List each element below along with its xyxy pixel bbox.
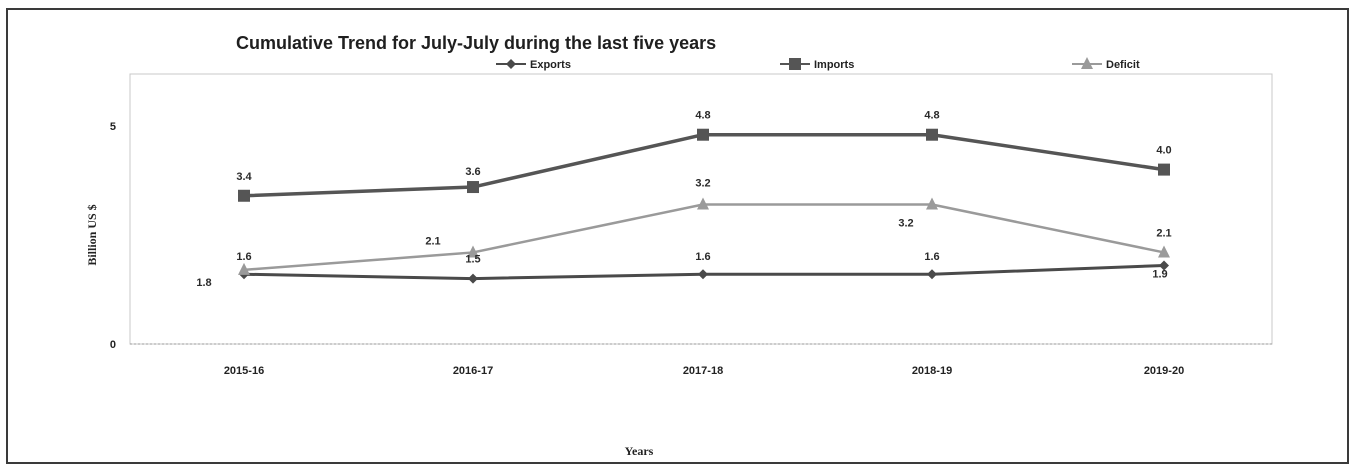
data-label-exports: 1.6	[695, 251, 710, 263]
data-label-exports: 1.5	[465, 254, 480, 266]
data-label-deficit: 3.2	[695, 177, 710, 189]
point-deficit	[467, 245, 479, 258]
chart-title: Cumulative Trend for July-July during th…	[236, 33, 716, 53]
legend-label-imports: Imports	[814, 59, 854, 71]
plot-area	[129, 73, 1273, 345]
data-label-deficit: 2.1	[425, 235, 440, 247]
y-tick-label: 5	[110, 121, 116, 133]
data-label-deficit: 1.6	[236, 251, 251, 263]
point-imports	[697, 128, 709, 141]
point-imports	[1158, 163, 1170, 176]
x-tick-label: 2017-18	[683, 365, 723, 377]
point-exports	[468, 273, 478, 284]
data-label-exports: 1.6	[924, 251, 939, 263]
point-deficit	[238, 262, 250, 275]
point-deficit	[1158, 245, 1170, 258]
data-label-imports: 3.4	[236, 171, 252, 183]
point-imports	[467, 181, 479, 194]
point-imports	[238, 189, 250, 202]
data-label-deficit: 2.1	[1156, 227, 1171, 239]
point-deficit	[926, 197, 938, 210]
legend-marker-exports	[506, 59, 516, 69]
point-exports	[698, 269, 708, 280]
x-tick-label: 2016-17	[453, 365, 493, 377]
x-tick-label: 2018-19	[912, 365, 952, 377]
x-axis-label: Years	[625, 444, 654, 458]
data-label-exports: 1.8	[196, 277, 211, 289]
y-tick-label: 0	[110, 339, 116, 351]
y-axis-label: Billion US $	[85, 204, 99, 265]
data-label-deficit: 3.2	[898, 217, 913, 229]
data-labels: 1.8 1.5 1.6 1.6 1.9 3.4 3.6 4.8 4.8 4.0 1.6 2.1 3.2 3…	[196, 110, 1171, 290]
data-label-imports: 4.8	[924, 110, 939, 122]
data-label-imports: 4.8	[695, 110, 710, 122]
legend-item-deficit: Deficit	[1072, 57, 1140, 71]
x-tick-label: 2015-16	[224, 365, 264, 377]
x-axis: 2015-16 2016-17 2017-18 2018-19 2019-20	[224, 365, 1184, 377]
point-exports	[1159, 260, 1169, 271]
point-exports	[927, 269, 937, 280]
legend-marker-deficit	[1081, 57, 1093, 69]
legend-item-exports: Exports	[496, 59, 571, 71]
legend-label-exports: Exports	[530, 59, 571, 71]
y-axis: 05	[110, 121, 116, 351]
series-layer	[238, 128, 1170, 284]
point-deficit	[697, 197, 709, 210]
data-label-imports: 3.6	[465, 166, 480, 178]
data-label-exports: 1.9	[1152, 269, 1167, 281]
point-imports	[926, 128, 938, 141]
chart-frame	[6, 8, 1349, 464]
legend-label-deficit: Deficit	[1106, 59, 1140, 71]
x-tick-label: 2019-20	[1144, 365, 1184, 377]
legend: Exports Imports Deficit	[496, 57, 1140, 71]
data-label-imports: 4.0	[1156, 145, 1171, 157]
legend-item-imports: Imports	[780, 58, 854, 71]
legend-marker-imports	[789, 58, 801, 70]
